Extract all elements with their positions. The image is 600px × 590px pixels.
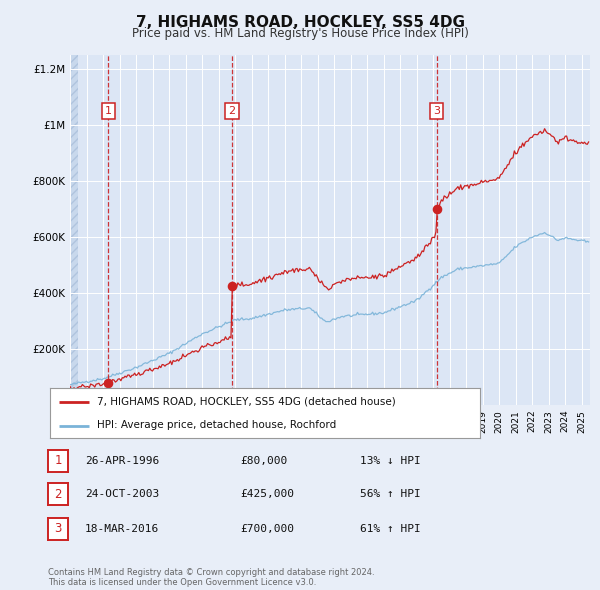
Point bbox=[227, 281, 237, 291]
Text: 24-OCT-2003: 24-OCT-2003 bbox=[85, 489, 159, 499]
Text: £700,000: £700,000 bbox=[240, 524, 294, 534]
Text: 61% ↑ HPI: 61% ↑ HPI bbox=[360, 524, 421, 534]
Text: Contains HM Land Registry data © Crown copyright and database right 2024.: Contains HM Land Registry data © Crown c… bbox=[48, 568, 374, 577]
Text: 1: 1 bbox=[54, 454, 62, 467]
Text: 3: 3 bbox=[433, 106, 440, 116]
Text: £80,000: £80,000 bbox=[240, 456, 287, 466]
Text: 7, HIGHAMS ROAD, HOCKLEY, SS5 4DG (detached house): 7, HIGHAMS ROAD, HOCKLEY, SS5 4DG (detac… bbox=[97, 396, 396, 407]
Point bbox=[103, 378, 113, 387]
Point bbox=[432, 204, 442, 214]
Text: 18-MAR-2016: 18-MAR-2016 bbox=[85, 524, 159, 534]
Text: HPI: Average price, detached house, Rochford: HPI: Average price, detached house, Roch… bbox=[97, 421, 337, 431]
Text: 3: 3 bbox=[55, 523, 62, 536]
Text: 13% ↓ HPI: 13% ↓ HPI bbox=[360, 456, 421, 466]
Text: £425,000: £425,000 bbox=[240, 489, 294, 499]
Bar bbox=[70, 55, 78, 405]
Text: 7, HIGHAMS ROAD, HOCKLEY, SS5 4DG: 7, HIGHAMS ROAD, HOCKLEY, SS5 4DG bbox=[136, 15, 464, 30]
Text: 2: 2 bbox=[229, 106, 236, 116]
Text: 1: 1 bbox=[105, 106, 112, 116]
Text: 2: 2 bbox=[54, 487, 62, 500]
Text: This data is licensed under the Open Government Licence v3.0.: This data is licensed under the Open Gov… bbox=[48, 578, 316, 587]
Text: 26-APR-1996: 26-APR-1996 bbox=[85, 456, 159, 466]
Text: Price paid vs. HM Land Registry's House Price Index (HPI): Price paid vs. HM Land Registry's House … bbox=[131, 27, 469, 40]
Text: 56% ↑ HPI: 56% ↑ HPI bbox=[360, 489, 421, 499]
